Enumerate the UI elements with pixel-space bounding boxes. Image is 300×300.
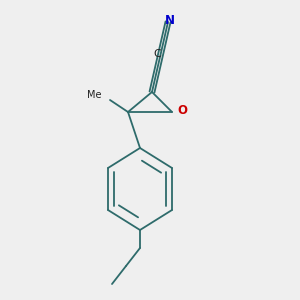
Text: C: C xyxy=(153,49,161,59)
Text: Me: Me xyxy=(88,90,102,100)
Text: O: O xyxy=(177,104,187,118)
Text: N: N xyxy=(165,14,175,28)
